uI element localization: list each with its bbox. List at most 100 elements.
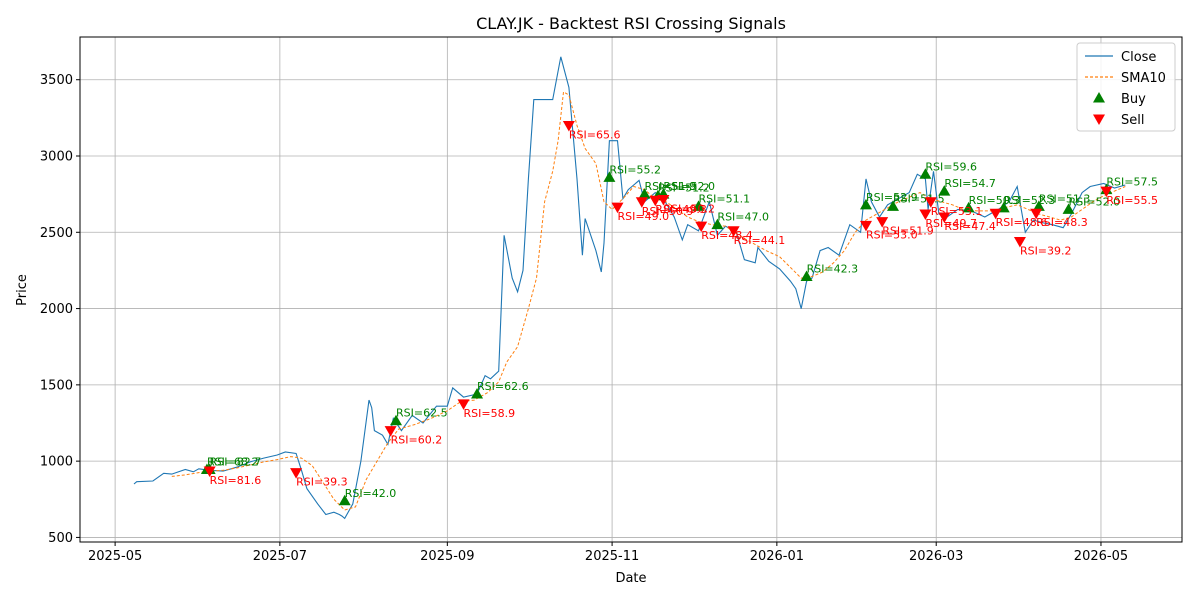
buy-label: RSI=50.3 [969,194,1021,207]
buy-marker [859,198,872,210]
sell-marker [1100,186,1113,198]
buy-label: RSI=52.0 [1069,195,1121,208]
buy-label: RSI=62.5 [396,407,448,420]
sell-marker [290,468,303,479]
legend-label: Sell [1121,113,1144,128]
sell-label: RSI=53.1 [931,205,983,218]
buy-label: RSI=59.6 [925,160,977,173]
sell-label: RSI=51.9 [882,225,934,238]
buy-marker [390,414,403,426]
sell-label: RSI=50.2 [663,202,715,215]
buy-marker [1062,203,1075,214]
sell-marker [649,195,662,207]
sell-label: RSI=49.7 [925,217,977,230]
sell-marker [635,197,648,208]
buy-marker [711,218,724,230]
legend: Close SMA10 Buy Sell [1076,42,1176,132]
x-tick-label: 2026-03 [909,549,963,564]
sell-marker [727,226,740,237]
buy-marker [338,494,351,506]
sell-label: RSI=48.3 [1036,216,1088,229]
sell-marker [859,220,872,232]
x-tick-label: 2025-11 [585,549,639,564]
chart-title: CLAY.JK - Backtest RSI Crossing Signals [476,14,786,33]
y-axis-label: Price [15,274,30,306]
legend-label: SMA10 [1121,71,1166,86]
buy-marker [692,200,705,211]
buy-marker [962,201,975,213]
sell-label: RSI=81.6 [210,474,262,487]
y-tick-label: 500 [48,531,73,546]
sell-marker [657,194,670,206]
buy-label: RSI=51.3 [1039,192,1091,205]
sell-marker [611,202,624,214]
sell-label: RSI=49.3 [655,203,707,216]
buy-label: RSI=82.7 [210,456,262,469]
legend-swatch-sell [1093,114,1105,125]
sell-label: RSI=60.2 [391,434,443,447]
y-tick-label: 3000 [40,150,73,165]
sell-marker [1030,208,1043,220]
sell-marker [919,209,932,220]
y-tick-label: 2500 [40,226,73,241]
sell-marker [876,217,889,228]
buy-marker [919,168,932,179]
y-tick-label: 1000 [40,455,73,470]
sell-label: RSI=58.9 [464,407,516,420]
sell-marker [562,120,575,132]
sell-label: RSI=49.0 [617,210,669,223]
sell-marker [989,208,1002,220]
legend-swatch-buy [1093,92,1105,103]
x-tick-label: 2026-05 [1074,549,1128,564]
y-tick-label: 1500 [40,378,73,393]
y-tick-label: 2000 [40,302,73,317]
sell-marker [384,426,397,437]
sell-marker [457,399,470,410]
sell-marker [938,212,951,224]
buy-label: RSI=57.5 [1106,176,1158,189]
plot-frame [79,36,1183,543]
legend-box [1076,42,1176,132]
x-tick-label: 2026-01 [750,549,804,564]
buy-label: RSI=42.0 [345,487,397,500]
buy-label: RSI=62.6 [477,380,529,393]
series-lines [133,56,1126,520]
buy-label: RSI=47.0 [717,211,769,224]
sell-label: RSI=53.0 [866,228,918,241]
buy-label: RSI=54.7 [944,177,996,190]
y-tick-label: 3500 [40,73,73,88]
buy-marker [938,185,951,196]
sma10-line [171,91,1126,511]
sell-label: RSI=48.4 [701,229,753,242]
buy-marker [886,200,899,211]
buy-label: RSI=52.9 [866,191,918,204]
close-price-line [133,56,1126,520]
buy-label: RSI=51.2 [658,182,710,195]
legend-label: Close [1121,50,1156,65]
buy-marker [1032,200,1045,211]
sell-label: RSI=48.6 [996,216,1048,229]
sell-label: RSI=44.1 [734,234,786,247]
sell-label: RSI=39.3 [296,476,348,489]
buy-label: RSI=52.0 [663,180,715,193]
buy-label: RSI=68.2 [207,456,259,469]
buy-marker [471,388,484,399]
axis-ticks: 2025-05 2025-07 2025-09 2025-11 2026-01 2026-… [40,73,1128,564]
buy-label: RSI=55.2 [609,163,661,176]
x-tick-label: 2025-09 [420,549,474,564]
buy-label: RSI=51.1 [699,192,751,205]
buy-label: RSI=42.3 [807,263,859,276]
buy-marker [638,188,651,199]
sell-label: RSI=47.4 [944,220,996,233]
buy-label: RSI=51.5 [893,192,945,205]
sell-label: RSI=55.5 [1106,194,1158,207]
sell-label: RSI=65.6 [569,128,621,141]
x-axis-label: Date [615,571,646,586]
legend-label: Buy [1121,92,1146,107]
buy-label: RSI=51.9 [645,180,697,193]
x-tick-label: 2025-05 [88,549,142,564]
